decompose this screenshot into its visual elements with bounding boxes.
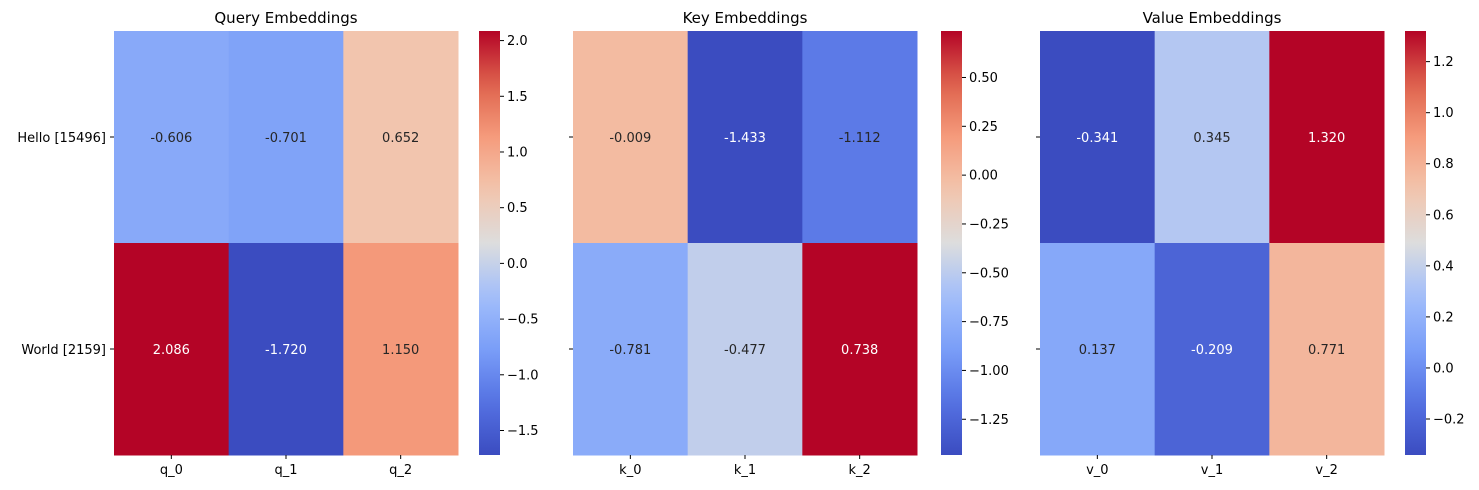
y-tick-label: Hello [15496] <box>17 131 106 146</box>
cell-value-label: 0.738 <box>841 343 878 358</box>
colorbar-tick-label: −1.00 <box>969 364 1009 379</box>
colorbar-tick-label: −1.5 <box>507 424 539 439</box>
cell-value-label: 0.345 <box>1193 131 1230 146</box>
y-tick-label: World [2159] <box>21 343 106 358</box>
colorbar-tick-label: 0.2 <box>1433 310 1454 325</box>
heatmap-cell <box>802 31 918 244</box>
x-tick-label: v_2 <box>1315 463 1337 478</box>
colorbar-tick-label: −1.25 <box>969 413 1009 428</box>
cell-value-label: -1.720 <box>265 343 307 358</box>
heatmap-panel-2: Key Embeddings -0.009 -1.433 -1.112 -0.781 -0… <box>569 9 1009 478</box>
heatmap-cell <box>1040 31 1156 244</box>
heatmap-cell <box>687 243 803 456</box>
cell-value-label: 0.771 <box>1308 343 1345 358</box>
colorbar-tick-label: 0.00 <box>969 169 998 184</box>
colorbar-tick-label: −0.75 <box>969 315 1009 330</box>
heatmap-cell <box>1154 243 1270 456</box>
cell-value-label: 0.137 <box>1079 343 1116 358</box>
heatmap-cell <box>687 31 803 244</box>
cell-value-label: 1.320 <box>1308 131 1345 146</box>
colorbar-tick-label: −0.5 <box>507 313 539 328</box>
colorbar-tick-label: −0.2 <box>1433 413 1465 428</box>
heatmap-cell <box>573 31 689 244</box>
cell-value-label: 2.086 <box>153 343 190 358</box>
cell-value-label: -0.606 <box>150 131 192 146</box>
x-tick-label: k_2 <box>849 463 871 478</box>
cell-value-label: -1.112 <box>839 131 881 146</box>
cell-value-label: -0.009 <box>609 131 651 146</box>
heatmap-cell <box>343 31 459 244</box>
colorbar-tick-label: 1.5 <box>507 90 528 105</box>
colorbar-tick-label: −0.50 <box>969 266 1009 281</box>
heatmap-cell <box>343 243 459 456</box>
x-tick-label: k_0 <box>619 463 641 478</box>
x-tick-label: v_0 <box>1086 463 1108 478</box>
colorbar-tick-label: 0.0 <box>1433 361 1454 376</box>
x-tick-label: q_2 <box>389 463 412 478</box>
cell-value-label: -0.209 <box>1191 343 1233 358</box>
colorbar-tick-label: 0.25 <box>969 120 998 135</box>
colorbar <box>479 31 500 455</box>
colorbar-tick-label: 0.5 <box>507 201 528 216</box>
colorbar-tick-label: 1.2 <box>1433 55 1454 70</box>
colorbar <box>941 31 962 455</box>
colorbar-tick-label: 2.0 <box>507 34 528 49</box>
heatmap-cell <box>802 243 918 456</box>
chart-title: Key Embeddings <box>683 9 808 27</box>
cell-value-label: 1.150 <box>382 343 419 358</box>
colorbar-tick-label: 0.8 <box>1433 157 1454 172</box>
chart-title: Value Embeddings <box>1143 9 1282 27</box>
colorbar-tick-label: 0.6 <box>1433 208 1454 223</box>
heatmap-cell <box>1269 31 1385 244</box>
x-tick-label: k_1 <box>734 463 756 478</box>
x-tick-label: v_1 <box>1201 463 1223 478</box>
colorbar-tick-label: 1.0 <box>507 145 528 160</box>
colorbar-tick-label: 0.50 <box>969 71 998 86</box>
cell-value-label: -0.477 <box>724 343 766 358</box>
x-tick-label: q_1 <box>274 463 297 478</box>
colorbar-tick-label: 1.0 <box>1433 106 1454 121</box>
heatmap-cell <box>1154 31 1270 244</box>
heatmap-cell <box>573 243 689 456</box>
colorbar-tick-label: −1.0 <box>507 368 539 383</box>
cell-value-label: 0.652 <box>382 131 419 146</box>
chart-title: Query Embeddings <box>214 9 357 27</box>
heatmap-panel-3: Value Embeddings -0.341 0.345 1.320 0.137 -0.… <box>1036 9 1465 478</box>
cell-value-label: -0.701 <box>265 131 307 146</box>
cell-value-label: -1.433 <box>724 131 766 146</box>
heatmap-cell <box>1269 243 1385 456</box>
heatmap-cell <box>114 243 230 456</box>
heatmap-cell <box>228 31 344 244</box>
heatmap-cell <box>228 243 344 456</box>
x-tick-label: q_0 <box>160 463 183 478</box>
heatmap-cell <box>1040 243 1156 456</box>
cell-value-label: -0.341 <box>1076 131 1118 146</box>
colorbar <box>1405 31 1426 455</box>
colorbar-tick-label: −0.25 <box>969 217 1009 232</box>
heatmap-panel-1: Query Embeddings -0.606 -0.701 0.652 2.086 -1… <box>17 9 538 478</box>
colorbar-tick-label: 0.4 <box>1433 259 1454 274</box>
heatmap-cell <box>114 31 230 244</box>
cell-value-label: -0.781 <box>609 343 651 358</box>
colorbar-tick-label: 0.0 <box>507 257 528 272</box>
